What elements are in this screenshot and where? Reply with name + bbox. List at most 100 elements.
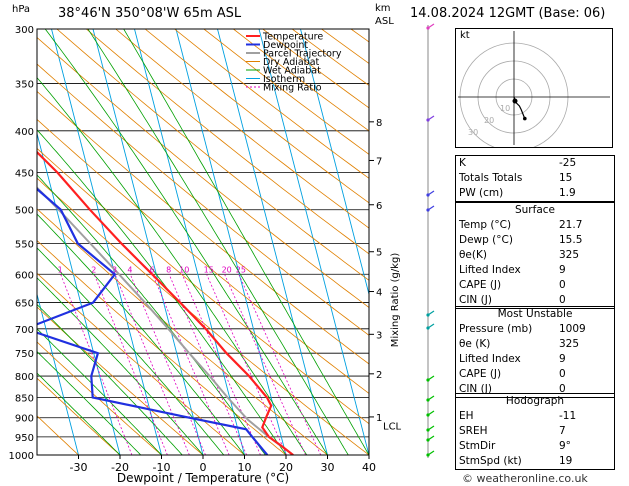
temperature-tick-label: 0 bbox=[200, 461, 207, 474]
km-tick-label: 7 bbox=[376, 156, 382, 167]
mixing-ratio-line bbox=[152, 274, 230, 455]
km-tick-label: 3 bbox=[376, 330, 382, 341]
mixing-ratio-line bbox=[114, 274, 190, 455]
hodograph-table: Hodograph EH -11 SREH 7 StmDir 9° StmSpd (k… bbox=[455, 393, 615, 470]
legend-label: Parcel Trajectory bbox=[263, 49, 342, 60]
legend-label: Temperature bbox=[262, 32, 323, 43]
copyright-footer: © weatheronline.co.uk bbox=[462, 472, 588, 485]
km-tick-label: 6 bbox=[376, 201, 382, 212]
wind-barbs bbox=[426, 23, 435, 458]
pressure-tick-label: 450 bbox=[15, 168, 34, 179]
wind-barb-dot bbox=[426, 313, 430, 317]
mixing-ratio-label: 10 bbox=[179, 265, 189, 274]
dry-adiabat-line bbox=[174, 29, 369, 179]
dry-adiabat-line bbox=[37, 36, 369, 308]
hodograph-row: EH -11 bbox=[459, 410, 577, 422]
isotherm-line bbox=[37, 292, 79, 455]
wet-adiabat-line bbox=[37, 247, 225, 455]
wind-barb-dot bbox=[426, 208, 430, 212]
km-label: km bbox=[375, 3, 391, 14]
most-unstable-row: θe (K) 325 bbox=[459, 338, 580, 350]
temperature-tick-label: -30 bbox=[70, 461, 88, 474]
pressure-tick-label: 350 bbox=[15, 80, 34, 91]
mixing-ratio-line bbox=[93, 274, 168, 455]
wet-adiabat-line bbox=[37, 351, 142, 455]
isotherm-line bbox=[92, 29, 204, 455]
isotherm-line bbox=[51, 29, 162, 455]
dry-adiabat-line bbox=[115, 29, 369, 229]
pressure-tick-label: 600 bbox=[15, 270, 34, 281]
km-tick-label: 8 bbox=[376, 118, 382, 129]
parcel-trajectory-line bbox=[37, 186, 294, 455]
surface-row: CAPE (J) 0 bbox=[459, 279, 566, 291]
surface-row: Dewp (°C) 15.5 bbox=[459, 234, 583, 246]
dry-adiabat-line bbox=[203, 29, 369, 155]
wind-barb-dot bbox=[426, 118, 430, 122]
profile-curves bbox=[37, 150, 294, 455]
temperature-tick-label: 40 bbox=[362, 461, 376, 474]
asl-label: ASL bbox=[375, 16, 394, 27]
wet-adiabat-line bbox=[37, 303, 183, 455]
temperature-tick-label: 30 bbox=[321, 461, 335, 474]
wind-barb-dot bbox=[426, 398, 430, 402]
dry-adiabat-line bbox=[37, 272, 245, 455]
dry-adiabat-line bbox=[37, 306, 204, 455]
wind-barb-dot bbox=[426, 438, 430, 442]
isotherm-line bbox=[175, 29, 287, 455]
hodograph-row: StmDir 9° bbox=[459, 440, 571, 452]
most-unstable-row: CAPE (J) 0 bbox=[459, 368, 566, 380]
pressure-tick-label: 750 bbox=[15, 349, 34, 360]
index-row-k: K -25 bbox=[459, 157, 577, 169]
most-unstable-row: CIN (J) 0 bbox=[459, 383, 566, 395]
mixing-ratio-line bbox=[181, 274, 261, 455]
mixing-ratio-label: 6 bbox=[150, 265, 155, 274]
wind-barb-dot bbox=[426, 193, 430, 197]
wet-adiabat-line bbox=[37, 277, 204, 455]
wind-barb-dot bbox=[426, 326, 430, 330]
dry-adiabat-line bbox=[37, 377, 121, 455]
dry-adiabat-line bbox=[37, 63, 369, 336]
pressure-tick-label: 950 bbox=[15, 433, 34, 444]
wet-adiabat-line bbox=[87, 29, 349, 455]
wet-adiabat-line bbox=[37, 213, 245, 455]
hodograph-ring-label: 30 bbox=[468, 128, 478, 137]
mixing-ratio-label: 15 bbox=[204, 265, 214, 274]
mixing-ratio-line bbox=[168, 274, 247, 455]
hodograph-plot: 10 20 30 bbox=[458, 31, 610, 147]
lcl-label: LCL bbox=[383, 422, 402, 433]
wet-adiabat-line bbox=[37, 372, 121, 455]
location-title: 38°46'N 350°08'W 65m ASL bbox=[58, 6, 242, 21]
hodograph-unit-label: kt bbox=[460, 30, 470, 41]
pressure-tick-label: 800 bbox=[15, 372, 34, 383]
x-axis-label: Dewpoint / Temperature (°C) bbox=[117, 471, 289, 485]
surface-row: Lifted Index 9 bbox=[459, 264, 566, 276]
mixing-ratio-line bbox=[224, 274, 306, 455]
legend-label: Dewpoint bbox=[263, 40, 308, 51]
mixing-ratio-line bbox=[238, 274, 322, 455]
hodograph-panel: 10 20 30 kt bbox=[455, 28, 613, 148]
most-unstable-row: Pressure (mb) 1009 bbox=[459, 323, 586, 335]
hodograph-table-title: Hodograph bbox=[505, 395, 565, 407]
temperature-tick-label: -10 bbox=[153, 461, 171, 474]
pressure-tick-label: 700 bbox=[15, 325, 34, 336]
wet-adiabat-line bbox=[37, 129, 287, 455]
pressure-tick-label: 850 bbox=[15, 393, 34, 404]
isotherm-line bbox=[217, 29, 328, 455]
isotherm-line bbox=[37, 131, 121, 455]
km-tick-label: 4 bbox=[376, 288, 382, 299]
legend-label: Mixing Ratio bbox=[263, 83, 322, 94]
km-tick-label: 5 bbox=[376, 248, 382, 259]
dry-adiabat-line bbox=[37, 147, 369, 425]
pressure-tick-label: 1000 bbox=[9, 451, 34, 462]
isotherm-line bbox=[134, 29, 245, 455]
surface-title: Surface bbox=[514, 204, 555, 216]
temperature-tick-label: 10 bbox=[238, 461, 252, 474]
hodograph-row: SREH 7 bbox=[459, 425, 566, 437]
mixing-ratio-label: 8 bbox=[166, 265, 171, 274]
mixing-ratio-line bbox=[206, 274, 287, 455]
mixing-ratio-label: 2 bbox=[91, 265, 96, 274]
isotherm-line bbox=[258, 29, 369, 455]
most-unstable-title: Most Unstable bbox=[497, 308, 573, 320]
pressure-tick-label: 500 bbox=[15, 206, 34, 217]
